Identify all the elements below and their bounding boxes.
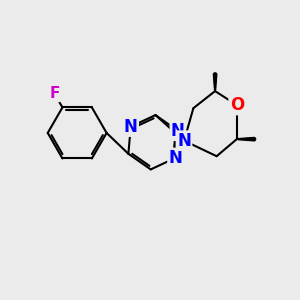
Text: N: N xyxy=(169,149,182,167)
Text: F: F xyxy=(49,86,60,101)
Circle shape xyxy=(214,84,216,86)
Circle shape xyxy=(214,88,216,90)
Circle shape xyxy=(248,138,251,141)
Circle shape xyxy=(244,138,247,140)
Text: N: N xyxy=(171,122,185,140)
Circle shape xyxy=(214,77,217,80)
Text: N: N xyxy=(124,118,138,136)
Circle shape xyxy=(242,138,244,140)
Circle shape xyxy=(246,138,249,140)
Circle shape xyxy=(252,137,256,141)
Circle shape xyxy=(214,80,216,82)
Text: O: O xyxy=(230,96,244,114)
Circle shape xyxy=(250,138,253,141)
Circle shape xyxy=(214,86,216,88)
Circle shape xyxy=(214,75,217,78)
Text: N: N xyxy=(177,132,191,150)
Circle shape xyxy=(240,138,242,140)
Circle shape xyxy=(214,82,216,84)
Circle shape xyxy=(213,73,217,76)
Circle shape xyxy=(238,138,240,140)
